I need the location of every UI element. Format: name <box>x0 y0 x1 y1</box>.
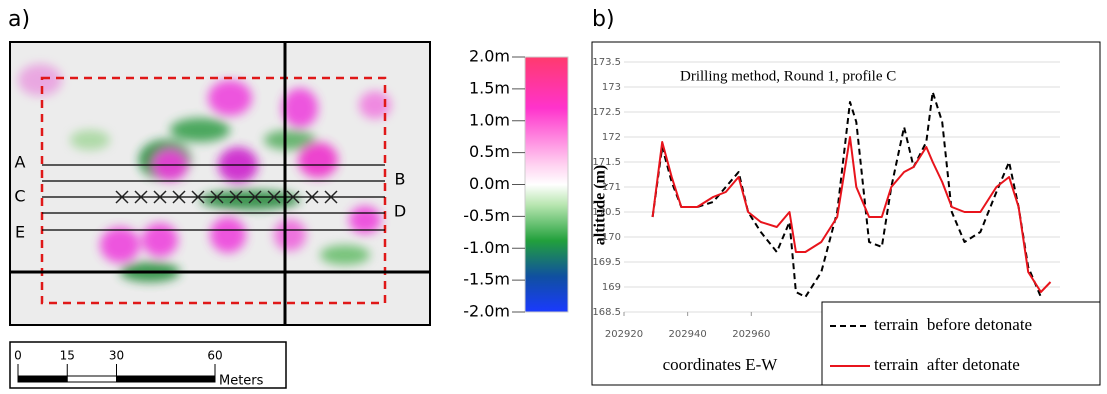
panel-label: a) <box>8 7 30 32</box>
map <box>10 42 430 325</box>
colorbar-label: 0.0m <box>469 174 510 193</box>
y-tick-label: 173.5 <box>592 57 621 68</box>
x-tick-label: 202940 <box>669 329 707 340</box>
colorbar-label: -1.5m <box>463 270 510 289</box>
y-tick-label: 172 <box>602 132 621 143</box>
colorbar-label: -0.5m <box>463 206 510 225</box>
scalebar-label: 60 <box>207 349 222 363</box>
scalebar-label: 0 <box>14 349 22 363</box>
colorbar-label: 2.0m <box>469 47 510 66</box>
x-tick-label: 202920 <box>605 329 643 340</box>
colorbar-label: -1.0m <box>463 238 510 257</box>
panel-label: b) <box>592 7 615 32</box>
scalebar-segment <box>117 376 216 382</box>
scalebar-segment <box>67 376 116 382</box>
y-tick-label: 169.5 <box>592 257 621 268</box>
scalebar-label: 30 <box>109 349 124 363</box>
x-tick-label: 202960 <box>732 329 770 340</box>
profile-label: E <box>15 223 25 242</box>
y-tick-label: 169 <box>602 282 621 293</box>
colorbar <box>525 57 568 312</box>
annotation: Drilling method, Round 1, profile C <box>680 68 896 84</box>
y-tick-label: 170.5 <box>592 207 621 218</box>
y-tick-label: 171 <box>602 182 621 193</box>
x-axis-label: coordinates E-W <box>663 355 779 374</box>
colorbar-label: 1.5m <box>469 78 510 97</box>
legend-label: terrain before detonate <box>874 315 1032 334</box>
profile-label: B <box>395 170 406 189</box>
y-tick-label: 170 <box>602 232 621 243</box>
legend-label: terrain after detonate <box>874 355 1020 374</box>
profile-label: D <box>394 202 406 221</box>
y-tick-label: 173 <box>602 82 621 93</box>
colorbar-label: 1.0m <box>469 110 510 129</box>
profile-label: A <box>15 153 26 172</box>
figure: a) <box>0 0 1107 394</box>
colorbar-label: -2.0m <box>463 302 510 321</box>
scalebar-segment <box>18 376 67 382</box>
y-tick-label: 168.5 <box>592 307 621 318</box>
scalebar-label: 15 <box>60 349 75 363</box>
colorbar-label: 0.5m <box>469 142 510 161</box>
profile-label: C <box>14 187 25 206</box>
y-tick-label: 172.5 <box>592 107 621 118</box>
scalebar-unit: Meters <box>219 374 264 389</box>
y-tick-label: 171.5 <box>592 157 621 168</box>
